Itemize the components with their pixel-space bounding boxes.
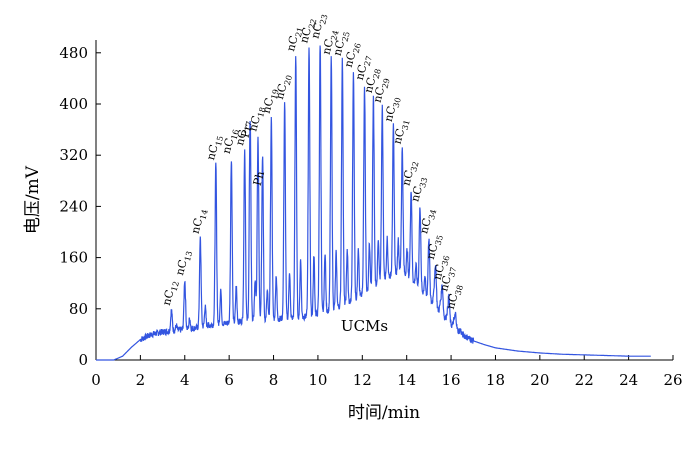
x-tick-label: 2 [136, 371, 146, 389]
y-tick-label: 480 [59, 44, 88, 62]
peak-label: nC34 [417, 207, 438, 236]
x-tick-label: 20 [530, 371, 549, 389]
x-axis-label: 时间/min [348, 403, 420, 423]
x-tick-label: 6 [224, 371, 234, 389]
peak-label: nC12 [160, 279, 181, 308]
peak-label: nC21 [284, 25, 305, 54]
peak-label: nC16 [220, 127, 241, 156]
x-tick-label: 0 [91, 371, 101, 389]
x-tick-label: 22 [575, 371, 594, 389]
y-tick-label: 320 [59, 146, 88, 164]
peak-label: nC33 [408, 175, 429, 204]
peak-label: nC27 [353, 53, 374, 82]
peak-label: nC30 [382, 95, 403, 124]
peak-label: nC32 [399, 159, 420, 188]
peak-label: nC24 [320, 28, 341, 57]
peak-label: nC25 [331, 29, 352, 58]
y-tick-label: 400 [59, 95, 88, 113]
peak-label: nC38 [444, 282, 465, 311]
x-tick-label: 18 [486, 371, 505, 389]
x-tick-label: 14 [397, 371, 416, 389]
y-tick-label: 80 [69, 300, 88, 318]
peak-label: nC29 [371, 76, 392, 105]
peak-label: nC17 [233, 119, 254, 148]
peak-label: nC35 [424, 233, 445, 262]
x-tick-label: 12 [353, 371, 372, 389]
annotations: UCMs [341, 317, 388, 335]
x-tick-label: 10 [308, 371, 327, 389]
peak-label: nC18 [246, 105, 267, 134]
signal-line [96, 45, 651, 361]
peak-label: nC31 [391, 117, 412, 146]
x-tick-label: 24 [619, 371, 638, 389]
x-ticks: 0 2 4 6 8 10 12 14 16 18 20 22 24 26 [91, 355, 683, 389]
y-axis-label: 电压/mV [23, 165, 43, 234]
y-tick-label: 160 [59, 249, 88, 267]
peak-label: nC14 [189, 207, 210, 236]
x-tick-label: 26 [663, 371, 682, 389]
peak-label: nC19 [260, 87, 281, 116]
peak-label: nC22 [297, 16, 318, 45]
peak-label: nC26 [342, 41, 363, 70]
peak-label: Ph [251, 170, 267, 187]
x-tick-label: 4 [180, 371, 190, 389]
y-tick-label: 240 [59, 197, 88, 215]
peak-label: nC13 [173, 249, 194, 278]
peak-label: nC28 [362, 66, 383, 95]
peak-label: Pr [239, 123, 255, 139]
peak-label: nC15 [204, 133, 225, 162]
x-tick-label: 16 [442, 371, 461, 389]
peak-label: nC20 [273, 73, 294, 102]
peak-label: nC37 [437, 265, 458, 294]
y-ticks: 0 80 160 240 320 400 480 [59, 44, 101, 369]
peak-label: nC23 [308, 12, 329, 41]
y-tick-label: 0 [78, 351, 88, 369]
peak-label: nC36 [431, 253, 452, 282]
x-tick-label: 8 [269, 371, 279, 389]
ucm-annotation: UCMs [341, 317, 388, 335]
